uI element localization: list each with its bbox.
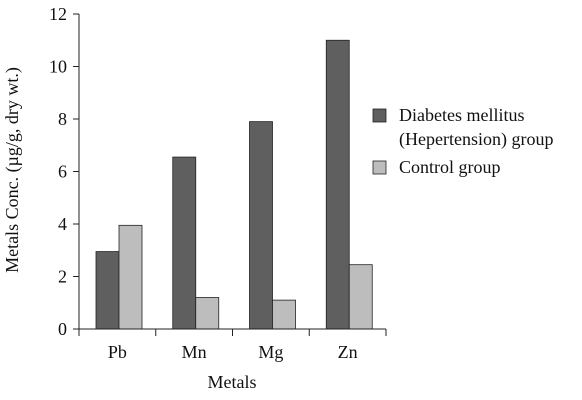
legend: Diabetes mellitus (Hepertension) group Con… xyxy=(372,105,553,177)
x-tick-label-zn: Zn xyxy=(338,342,358,362)
legend-swatch-series-1 xyxy=(372,108,387,123)
bar-zn-series-2 xyxy=(348,264,373,330)
axes: Pb Mn Mg Zn 0 2 4 6 8 10 12 xyxy=(49,4,387,362)
bar-zn-series-1 xyxy=(325,39,350,330)
bar-mn-series-1 xyxy=(172,156,197,330)
y-tick-label: 12 xyxy=(49,4,67,24)
legend-label-series-2: Control group xyxy=(399,157,501,177)
y-tick-label: 4 xyxy=(58,214,67,234)
y-tick-label: 2 xyxy=(58,267,67,287)
x-tick-label-pb: Pb xyxy=(108,342,127,362)
y-tick-label: 6 xyxy=(58,162,67,182)
y-axis-title: Metals Conc. (µg/g, dry wt.) xyxy=(2,67,23,273)
legend-label-series-1: Diabetes mellitus xyxy=(399,105,524,125)
y-tick-label: 10 xyxy=(49,57,67,77)
y-tick-label: 8 xyxy=(58,109,67,129)
x-tick-label-mn: Mn xyxy=(182,342,207,362)
y-tick-label: 0 xyxy=(58,319,67,339)
legend-swatch-series-2 xyxy=(372,160,387,175)
bar-pb-series-2 xyxy=(118,224,143,330)
x-axis-title: Metals xyxy=(208,372,257,392)
x-tick-label-mg: Mg xyxy=(258,342,283,362)
plot-area xyxy=(95,39,373,330)
bar-mg-series-2 xyxy=(272,299,296,330)
bar-pb-series-1 xyxy=(95,251,120,330)
bar-mg-series-1 xyxy=(249,121,273,330)
legend-label-series-1: (Hepertension) group xyxy=(399,129,553,150)
bar-mn-series-2 xyxy=(195,297,220,330)
